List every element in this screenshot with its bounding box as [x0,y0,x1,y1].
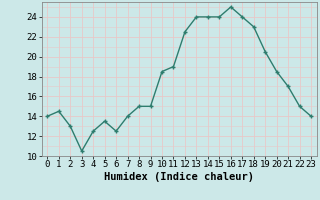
X-axis label: Humidex (Indice chaleur): Humidex (Indice chaleur) [104,172,254,182]
